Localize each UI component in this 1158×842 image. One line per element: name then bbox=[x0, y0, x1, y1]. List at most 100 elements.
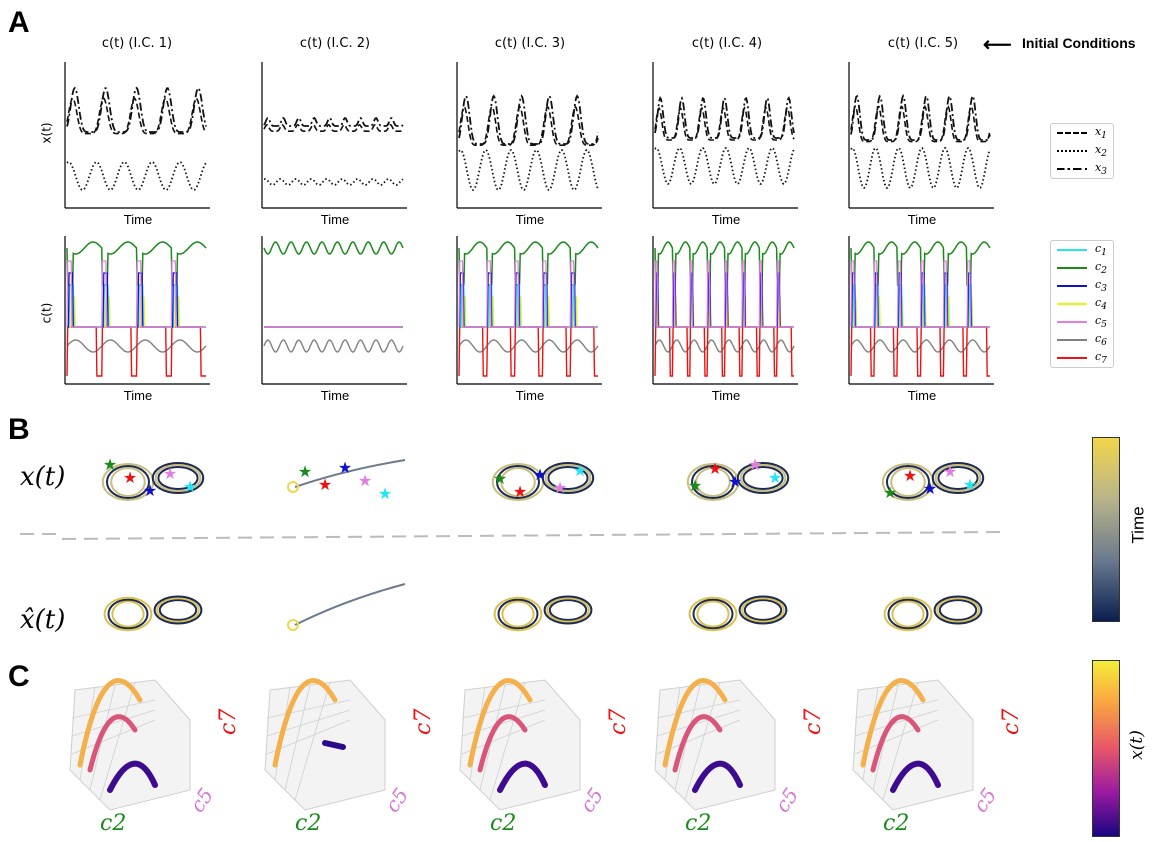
b-xhat-2-left-0 bbox=[501, 600, 535, 628]
trace-x1-2 bbox=[458, 105, 599, 146]
row-label-x: x(t) bbox=[20, 462, 66, 492]
b-star-3-0: ★ bbox=[688, 476, 702, 495]
c-arc-high-3 bbox=[662, 678, 728, 768]
b-xhat-0-right-2 bbox=[153, 595, 203, 625]
legend-swatch-c1 bbox=[1057, 249, 1087, 251]
trace-c2-4 bbox=[850, 241, 991, 286]
b-x-4-right-1 bbox=[934, 464, 982, 492]
trace-c5-0 bbox=[66, 260, 206, 328]
c-arc-high-4 bbox=[860, 678, 926, 768]
label-c2-4: c2 bbox=[883, 811, 909, 836]
b-xhat-3-left-2 bbox=[688, 596, 738, 632]
b-x-curve-1 bbox=[294, 459, 406, 488]
c-arc-high-2 bbox=[467, 678, 533, 768]
trace-x3-1 bbox=[263, 116, 404, 127]
legend-entry-x1: x1 bbox=[1051, 124, 1113, 142]
b-x-3-right-1 bbox=[739, 464, 787, 492]
b-x-2-right-2 bbox=[541, 462, 595, 494]
b-xhat-loop-1 bbox=[287, 619, 299, 631]
b-xhat-2-right-1 bbox=[546, 597, 590, 623]
c-grid-a-4-3 bbox=[882, 682, 919, 801]
b-x-0-right-0 bbox=[157, 466, 199, 490]
legend-entry-x2: x2 bbox=[1051, 142, 1113, 160]
trace-c7-0 bbox=[66, 326, 206, 377]
xlabel-time-0-2: Time bbox=[516, 212, 544, 227]
legend-entry-x3: x3 bbox=[1051, 160, 1113, 178]
label-c7-3: c7 bbox=[801, 709, 826, 735]
label-c7-2: c7 bbox=[606, 709, 631, 735]
b-xhat-4-left-2 bbox=[883, 596, 933, 632]
legend-label-c2: c2 bbox=[1095, 259, 1107, 277]
xlabel-time-1-4: Time bbox=[908, 388, 936, 403]
label-c2-2: c2 bbox=[490, 811, 516, 836]
b-star-4-2: ★ bbox=[923, 479, 937, 498]
b-xhat-3-right-1 bbox=[741, 597, 785, 623]
b-star-2-3: ★ bbox=[553, 478, 567, 497]
c-grid-a-3-3 bbox=[684, 682, 721, 801]
b-xhat-curve-1 bbox=[294, 583, 406, 626]
b-xhat-2-right-0 bbox=[548, 599, 588, 621]
b-star-2-1: ★ bbox=[513, 482, 527, 501]
c-arc-high-1 bbox=[272, 678, 338, 768]
b-x-2-right-1 bbox=[544, 464, 592, 492]
trace-c4-2 bbox=[459, 296, 598, 328]
c-grid-a-1-3 bbox=[294, 682, 331, 801]
b-xhat-4-left-0 bbox=[891, 600, 925, 628]
b-x-4-left-1 bbox=[886, 465, 930, 499]
b-xhat-3-left-1 bbox=[692, 598, 734, 630]
c-arc-low-0 bbox=[107, 760, 158, 793]
legend-label-x3: x3 bbox=[1094, 160, 1107, 178]
b-x-3-left-0 bbox=[695, 467, 731, 497]
c-arc-mid-2 bbox=[477, 714, 528, 773]
b-star-0-0: ★ bbox=[103, 455, 117, 474]
b-star-1-4: ★ bbox=[378, 484, 392, 503]
b-x-3-right-2 bbox=[736, 462, 790, 494]
b-star-3-1: ★ bbox=[708, 459, 722, 478]
b-x-2-left-1 bbox=[496, 465, 540, 499]
b-x-2-right-0 bbox=[547, 466, 589, 490]
column-title-2: c(t) (I.C. 2) bbox=[299, 36, 371, 51]
legend-entry-c5: c5 bbox=[1051, 313, 1113, 331]
trace-x1-1 bbox=[263, 123, 404, 132]
label-c7-1: c7 bbox=[411, 709, 436, 735]
c-arc-mid-3 bbox=[672, 714, 723, 773]
b-star-3-3: ★ bbox=[748, 455, 762, 474]
legend-swatch-c3 bbox=[1057, 285, 1087, 287]
trace-x2-4 bbox=[850, 146, 991, 190]
initial-conditions-arrow-icon: ⟵ bbox=[983, 34, 1012, 56]
legend-label-x1: x1 bbox=[1094, 124, 1107, 142]
c-grid-b-1-1 bbox=[266, 699, 351, 719]
b-star-1-3: ★ bbox=[358, 471, 372, 490]
b-xhat-2-left-2 bbox=[493, 596, 543, 632]
legend-label-c5: c5 bbox=[1095, 313, 1107, 331]
xlabel-time-1-0: Time bbox=[124, 388, 152, 403]
c-box-0 bbox=[69, 679, 191, 811]
trace-c2-2 bbox=[458, 241, 599, 286]
c-arc-low-1 bbox=[322, 740, 346, 750]
c-grid-a-0-3 bbox=[99, 682, 136, 801]
c-grid-b-2-1 bbox=[461, 699, 546, 719]
trace-c2-3 bbox=[654, 241, 795, 286]
xlabel-time-0-1: Time bbox=[321, 212, 349, 227]
legend-entry-c3: c3 bbox=[1051, 277, 1113, 295]
legend-entry-c2: c2 bbox=[1051, 259, 1113, 277]
b-x-0-right-1 bbox=[154, 464, 202, 492]
column-title-3: c(t) (I.C. 3) bbox=[494, 36, 566, 51]
trace-c2-0 bbox=[66, 241, 207, 286]
b-x-3-right-0 bbox=[742, 466, 784, 490]
b-star-2-0: ★ bbox=[493, 469, 507, 488]
b-star-4-3: ★ bbox=[943, 462, 957, 481]
legend-swatch-x1 bbox=[1057, 132, 1087, 134]
b-x-2-left-0 bbox=[500, 467, 536, 497]
label-c2-3: c2 bbox=[685, 811, 711, 836]
label-c2-0: c2 bbox=[100, 811, 126, 836]
legend-label-c1: c1 bbox=[1095, 241, 1107, 259]
legend-label-c6: c6 bbox=[1095, 331, 1107, 349]
panel-letter-a: A bbox=[8, 6, 30, 39]
legend-swatch-c4 bbox=[1057, 303, 1087, 305]
c-box-2 bbox=[459, 679, 581, 811]
legend-swatch-c7 bbox=[1057, 357, 1087, 359]
b-xhat-0-right-1 bbox=[156, 597, 200, 623]
row-label-xhat: x̂(t) bbox=[20, 605, 66, 635]
b-x-0-right-2 bbox=[151, 462, 205, 494]
